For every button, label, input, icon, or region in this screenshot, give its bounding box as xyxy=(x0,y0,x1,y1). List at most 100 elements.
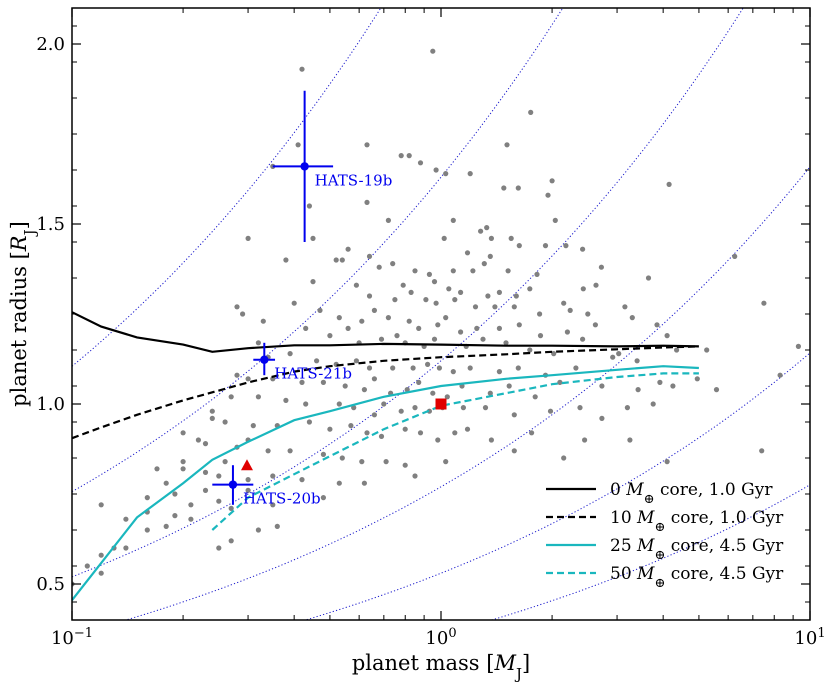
known-planet-point xyxy=(361,387,367,393)
known-planet-point xyxy=(412,473,418,479)
known-planet-point xyxy=(180,430,186,436)
y-axis-title: planet radius [RJ] xyxy=(7,221,39,407)
known-planet-point xyxy=(496,289,502,295)
known-planet-point xyxy=(704,347,710,353)
known-planet-point xyxy=(216,498,222,504)
known-planet-point xyxy=(299,477,305,483)
known-planet-point xyxy=(443,459,449,465)
known-planet-point xyxy=(599,383,605,389)
red-triangle-marker xyxy=(240,459,253,471)
known-planet-point xyxy=(516,322,522,328)
known-planet-point xyxy=(339,455,345,461)
known-planet-point xyxy=(188,516,194,522)
known-planet-point xyxy=(503,340,509,346)
known-planet-point xyxy=(435,322,441,328)
known-planet-point xyxy=(666,181,672,187)
known-planet-point xyxy=(291,300,297,306)
known-planet-point xyxy=(511,304,517,310)
known-planet-point xyxy=(511,448,517,454)
known-planet-point xyxy=(534,271,540,277)
known-planet-point xyxy=(345,325,351,331)
known-planet-point xyxy=(573,365,579,371)
known-planet-point xyxy=(470,268,476,274)
known-planet-point xyxy=(394,333,400,339)
known-planet-point xyxy=(383,459,389,465)
legend-entry: 25 M⊕ core, 4.5 Gyr xyxy=(610,536,784,563)
known-planet-point xyxy=(446,286,452,292)
known-planet-point xyxy=(366,365,373,371)
known-planet-point xyxy=(390,365,396,371)
known-planet-point xyxy=(592,322,599,328)
known-planet-point xyxy=(390,261,396,267)
hats-21b-label: HATS-21b xyxy=(274,365,352,383)
known-planet-point xyxy=(504,142,510,148)
known-planet-point xyxy=(545,192,551,198)
known-planet-point xyxy=(624,405,631,411)
known-planet-point xyxy=(228,505,234,511)
known-planet-point xyxy=(255,340,261,346)
model-curve-4 xyxy=(211,372,699,531)
known-planet-point xyxy=(635,387,641,393)
known-planet-point xyxy=(336,315,342,321)
known-planet-point xyxy=(467,171,473,177)
known-planet-point xyxy=(431,336,438,342)
known-planet-point xyxy=(527,347,533,353)
known-planet-point xyxy=(458,289,464,295)
known-planet-point xyxy=(366,253,373,259)
known-planet-point xyxy=(265,448,271,454)
known-planet-point xyxy=(209,415,215,421)
known-planet-point xyxy=(513,293,519,299)
y-tick-label: 1.0 xyxy=(36,394,65,415)
known-planet-point xyxy=(416,325,422,331)
known-planet-point xyxy=(381,401,387,407)
known-planet-point xyxy=(412,268,418,274)
known-planet-point xyxy=(378,433,385,439)
model-curve-3 xyxy=(72,365,699,601)
known-planet-point xyxy=(492,304,498,310)
known-planet-point xyxy=(629,315,635,321)
known-planet-point xyxy=(245,235,251,241)
known-planet-point xyxy=(506,383,512,389)
hats-19b-point xyxy=(300,162,309,171)
known-planet-point xyxy=(353,358,359,364)
known-planet-point xyxy=(496,325,502,331)
known-planet-point xyxy=(364,142,370,148)
x-tick-label: 100 xyxy=(425,626,456,650)
known-planet-point xyxy=(561,300,567,306)
known-planet-point xyxy=(433,300,439,306)
model-curve-1 xyxy=(72,311,699,353)
known-planet-point xyxy=(410,365,416,371)
iso-density-curve-4 xyxy=(72,8,744,578)
known-planet-point xyxy=(563,243,569,249)
known-planet-point xyxy=(222,419,228,425)
known-planet-point xyxy=(452,430,458,436)
known-planet-point xyxy=(320,451,326,457)
known-planet-point xyxy=(202,469,209,475)
known-planet-point xyxy=(371,376,377,382)
known-planet-point xyxy=(123,516,129,522)
known-planet-point xyxy=(580,246,586,252)
known-planet-point xyxy=(327,426,333,432)
iso-density-curve-5 xyxy=(72,8,564,493)
known-planet-point xyxy=(674,347,680,353)
known-planet-point xyxy=(314,358,320,364)
known-planet-point xyxy=(450,217,456,223)
hats-21b-point xyxy=(260,355,269,364)
known-planet-point xyxy=(528,109,534,115)
x-tick-label: 101 xyxy=(794,626,825,650)
hats-20b-label: HATS-20b xyxy=(243,490,321,508)
hats-planets: HATS-19b HATS-21b HATS-20b xyxy=(212,90,392,508)
known-planet-point xyxy=(416,379,422,385)
known-planet-point xyxy=(487,253,493,259)
known-planet-point xyxy=(260,318,266,324)
known-planet-point xyxy=(496,369,502,375)
known-planet-point xyxy=(306,203,312,209)
known-planet-point xyxy=(425,361,431,367)
known-planet-point xyxy=(234,372,240,378)
known-planet-point xyxy=(299,66,305,72)
known-planet-point xyxy=(333,257,339,263)
iso-density-curves xyxy=(72,8,810,620)
known-planet-point xyxy=(188,502,194,508)
